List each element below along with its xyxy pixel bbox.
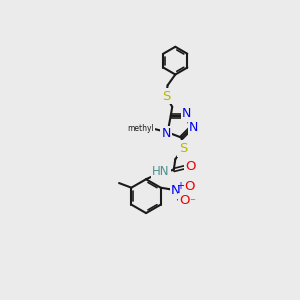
Text: N: N: [171, 184, 181, 197]
Text: N: N: [182, 107, 191, 120]
Text: S: S: [162, 90, 170, 103]
Text: H: H: [154, 164, 164, 177]
Text: +: +: [176, 181, 184, 191]
Text: N: N: [158, 164, 167, 177]
Text: HN: HN: [152, 165, 170, 178]
Text: N: N: [161, 127, 171, 140]
Text: O: O: [184, 180, 194, 193]
Text: methyl: methyl: [127, 124, 154, 133]
Text: S: S: [179, 142, 187, 155]
Text: O: O: [179, 194, 190, 207]
Text: O: O: [185, 160, 196, 172]
Text: N: N: [189, 121, 199, 134]
Text: ⁻: ⁻: [189, 197, 195, 207]
